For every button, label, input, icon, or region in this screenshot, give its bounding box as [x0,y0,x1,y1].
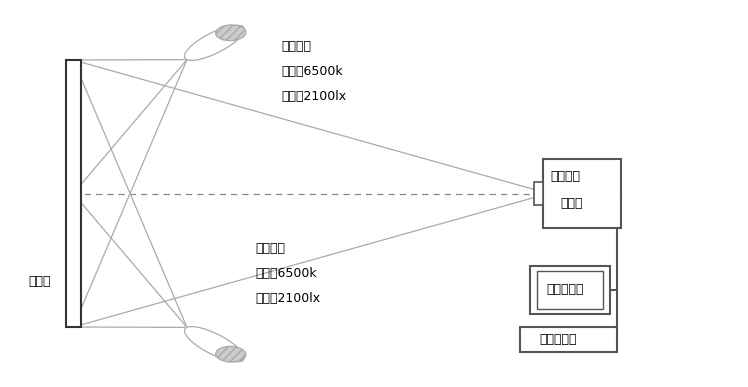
Polygon shape [185,327,245,362]
Ellipse shape [215,25,246,41]
Text: 色温：6500k: 色温：6500k [281,65,343,78]
Text: 摄像机: 摄像机 [560,197,583,209]
Polygon shape [185,25,245,60]
Text: 照度：2100lx: 照度：2100lx [255,292,320,305]
Text: 照度：2100lx: 照度：2100lx [281,90,346,103]
Bar [536,271,604,309]
Bar [543,159,622,228]
Text: 测试图: 测试图 [28,275,52,288]
Text: 网络接口: 网络接口 [550,170,580,183]
Bar [530,266,610,313]
Text: 图形工作站: 图形工作站 [539,333,577,346]
Ellipse shape [215,346,246,362]
Text: 高清显示器: 高清显示器 [546,283,583,296]
Bar [521,327,617,352]
Bar [534,182,543,205]
Text: 光照条件: 光照条件 [281,40,311,53]
Text: 色温：6500k: 色温：6500k [255,267,317,280]
Bar [66,60,81,327]
Text: 光照条件: 光照条件 [255,242,285,255]
